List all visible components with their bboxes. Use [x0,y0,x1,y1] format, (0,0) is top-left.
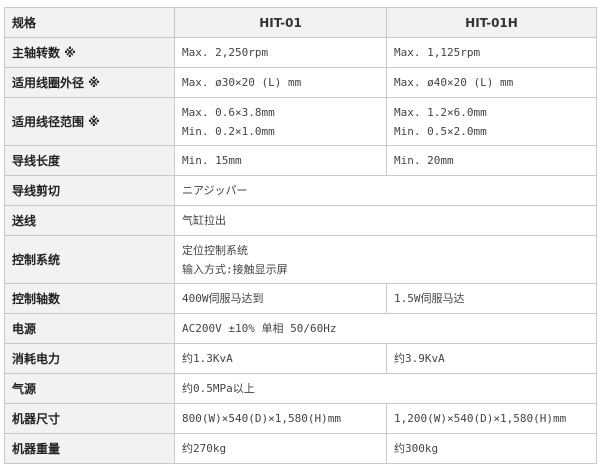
header-row: 规格 HIT-01 HIT-01H [4,7,597,38]
row-label: 适用线圈外径 ※ [4,67,175,98]
value-line: AC200V ±10% 单相 50/60Hz [182,322,337,335]
table-row: 主轴转数 ※ Max. 2,250rpm Max. 1,125rpm [4,37,597,68]
value-line: 1.5W伺服马达 [394,292,465,305]
value-line: 400W伺服马达到 [182,292,264,305]
value-line: Min. 0.5×2.0mm [394,124,487,138]
value-line: Min. 20mm [394,154,454,167]
value-cell-model-1: 800(W)×540(D)×1,580(H)mm [174,403,387,434]
value-cell-model-1: 气缸拉出 [174,205,597,236]
value-cell-model-2: Max. ø40×20 (L) mm [386,67,597,98]
row-label: 机器尺寸 [4,403,175,434]
table-row: 气源 约0.5MPa以上 [4,373,597,404]
value-cell-model-2: 约3.9KvA [386,343,597,374]
row-label: 主轴转数 ※ [4,37,175,68]
row-label: 控制系统 [4,235,175,284]
table-row: 消耗电力 约1.3KvA 约3.9KvA [4,343,597,374]
row-label: 气源 [4,373,175,404]
value-cell-model-2: Min. 20mm [386,145,597,176]
row-label: 消耗电力 [4,343,175,374]
row-label: 电源 [4,313,175,344]
value-line: 约1.3KvA [182,352,233,365]
value-line: 气缸拉出 [182,214,226,227]
value-line: 约300kg [394,442,439,455]
table-row: 电源 AC200V ±10% 单相 50/60Hz [4,313,597,344]
value-line: Max. ø40×20 (L) mm [394,76,514,89]
value-cell-model-1: ニアジッパー [174,175,597,206]
value-line: Max. 1,125rpm [394,46,481,59]
row-label: 导线剪切 [4,175,175,206]
table-row: 适用线圈外径 ※ Max. ø30×20 (L) mm Max. ø40×20 (L… [4,67,597,98]
table-row: 导线长度 Min. 15mm Min. 20mm [4,145,597,176]
value-line: 约0.5MPa以上 [182,382,255,395]
value-line: Max. 0.6×3.8mm [182,105,275,119]
value-cell-model-1: 约0.5MPa以上 [174,373,597,404]
spec-table: 规格 HIT-01 HIT-01H 主轴转数 ※ Max. 2,250rpm Max… [4,7,597,464]
value-line: 约270kg [182,442,227,455]
value-cell-model-1: 400W伺服马达到 [174,283,387,314]
value-line: Max. 2,250rpm [182,46,269,59]
value-line: 800(W)×540(D)×1,580(H)mm [182,412,341,425]
value-cell-model-2: 1,200(W)×540(D)×1,580(H)mm [386,403,597,434]
value-cell-model-1: Max. 2,250rpm [174,37,387,68]
table-row: 控制系统 定位控制系统输入方式:接触显示屏 [4,235,597,284]
value-line: 输入方式:接触显示屏 [182,262,288,276]
row-label: 机器重量 [4,433,175,464]
header-model-2: HIT-01H [386,7,597,38]
table-row: 适用线径范围 ※ Max. 0.6×3.8mm Min. 0.2×1.0mm Max.… [4,97,597,146]
value-cell-model-1: 约1.3KvA [174,343,387,374]
value-line: Min. 15mm [182,154,242,167]
header-label: 规格 [4,7,175,38]
value-line: 定位控制系统 [182,243,248,257]
value-line: Max. 1.2×6.0mm [394,105,487,119]
table-row: 机器尺寸 800(W)×540(D)×1,580(H)mm 1,200(W)×540… [4,403,597,434]
value-cell-model-2: Max. 1,125rpm [386,37,597,68]
value-line: Min. 0.2×1.0mm [182,124,275,138]
value-cell-model-1: Max. ø30×20 (L) mm [174,67,387,98]
value-line: Max. ø30×20 (L) mm [182,76,302,89]
value-line: 约3.9KvA [394,352,445,365]
value-line: 1,200(W)×540(D)×1,580(H)mm [394,412,567,425]
row-label: 送线 [4,205,175,236]
value-cell-model-1: AC200V ±10% 单相 50/60Hz [174,313,597,344]
table-row: 控制轴数 400W伺服马达到 1.5W伺服马达 [4,283,597,314]
table-row: 机器重量 约270kg 约300kg [4,433,597,464]
value-cell-model-2: Max. 1.2×6.0mm Min. 0.5×2.0mm [386,97,597,146]
value-cell-model-1: Max. 0.6×3.8mm Min. 0.2×1.0mm [174,97,387,146]
row-label: 导线长度 [4,145,175,176]
value-cell-model-2: 约300kg [386,433,597,464]
table-row: 送线 气缸拉出 [4,205,597,236]
header-model-1: HIT-01 [174,7,387,38]
value-line: ニアジッパー [182,184,248,197]
row-label: 适用线径范围 ※ [4,97,175,146]
value-cell-model-2: 1.5W伺服马达 [386,283,597,314]
value-cell-model-1: 定位控制系统输入方式:接触显示屏 [174,235,597,284]
row-label: 控制轴数 [4,283,175,314]
table-row: 导线剪切 ニアジッパー [4,175,597,206]
value-cell-model-1: Min. 15mm [174,145,387,176]
value-cell-model-1: 约270kg [174,433,387,464]
